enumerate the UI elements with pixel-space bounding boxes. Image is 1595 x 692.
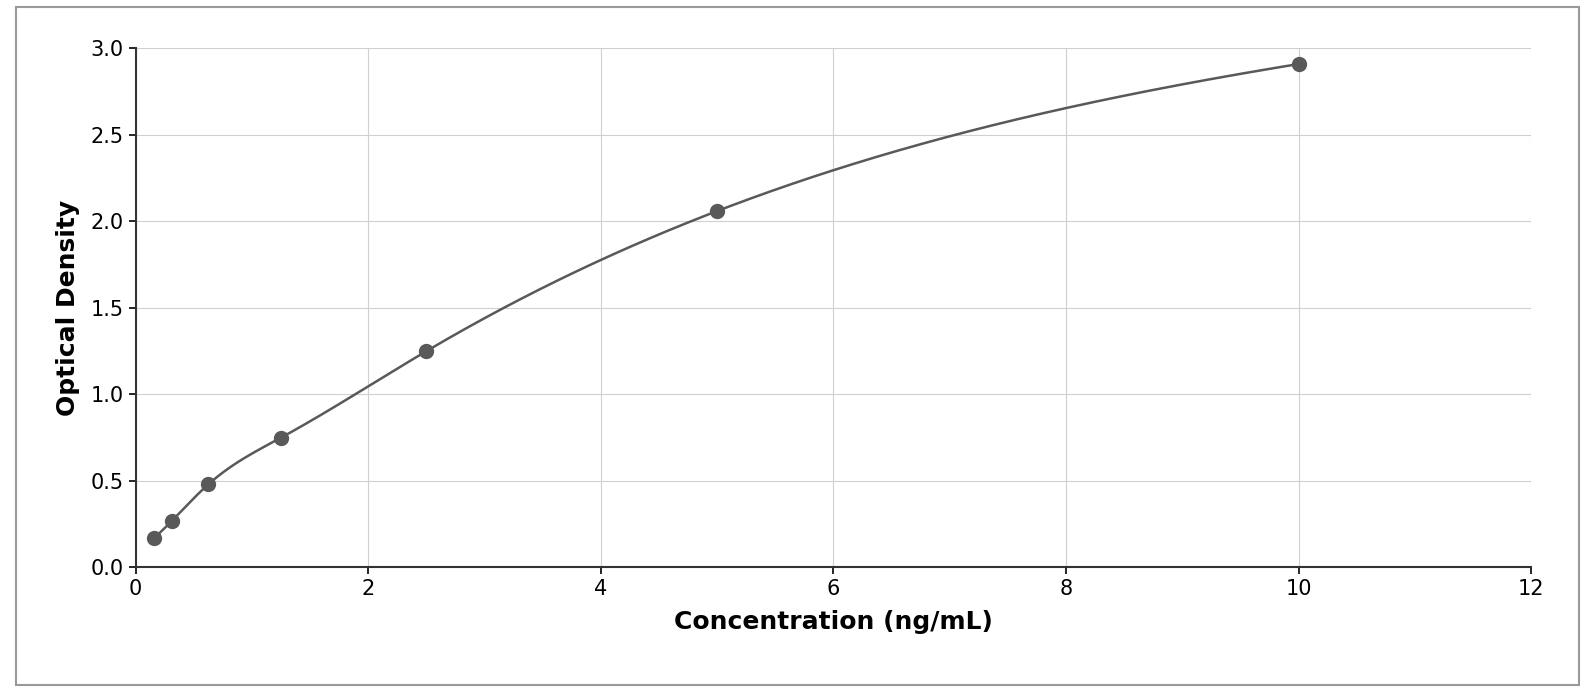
Point: [160, 515, 185, 526]
Point: [413, 345, 439, 357]
Y-axis label: Optical Density: Optical Density: [56, 200, 80, 416]
X-axis label: Concentration (ng/mL): Concentration (ng/mL): [675, 610, 992, 635]
Point: [705, 206, 731, 217]
Point: [268, 432, 293, 443]
Point: [196, 479, 222, 490]
Point: [1286, 59, 1311, 70]
Point: [140, 533, 166, 544]
